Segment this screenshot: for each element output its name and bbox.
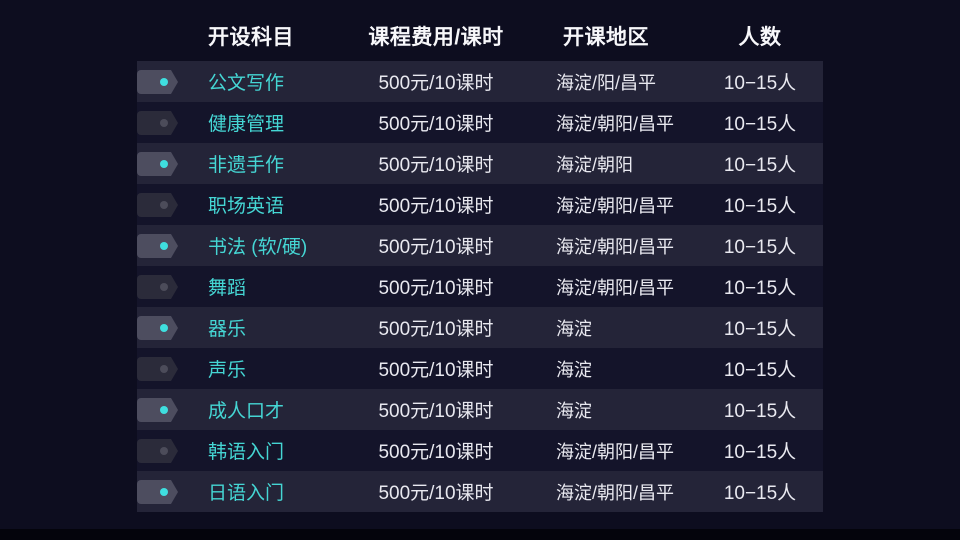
region-cell: 海淀/阳/昌平 [556, 72, 657, 93]
table-row: 舞蹈 500元/10课时 海淀/朝阳/昌平 10−15人 [137, 266, 823, 307]
toggle-cell [137, 479, 201, 504]
toggle-cell [137, 315, 201, 340]
row-toggle[interactable] [137, 479, 178, 504]
fee-cell: 500元/10课时 [378, 401, 494, 422]
row-toggle[interactable] [137, 110, 178, 135]
region-cell: 海淀/朝阳/昌平 [556, 236, 675, 257]
fee-cell: 500元/10课时 [378, 73, 494, 94]
header-count: 人数 [738, 26, 782, 49]
subject-cell[interactable]: 韩语入门 [208, 442, 285, 463]
row-toggle[interactable] [137, 274, 178, 299]
count-cell: 10−15人 [723, 114, 797, 135]
toggle-cell [137, 192, 201, 217]
toggle-cell [137, 274, 201, 299]
toggle-dot-icon [160, 159, 168, 168]
count-cell: 10−15人 [723, 155, 797, 176]
fee-cell: 500元/10课时 [378, 278, 494, 299]
toggle-dot-icon [160, 118, 168, 127]
count-cell: 10−15人 [723, 278, 797, 299]
table-row: 器乐 500元/10课时 海淀 10−15人 [137, 307, 823, 348]
toggle-dot-icon [160, 323, 168, 332]
subject-cell[interactable]: 成人口才 [208, 401, 285, 422]
toggle-cell [137, 233, 201, 258]
region-cell: 海淀/朝阳/昌平 [556, 113, 675, 134]
region-cell: 海淀 [556, 400, 592, 421]
row-toggle[interactable] [137, 69, 178, 94]
fee-cell: 500元/10课时 [378, 360, 494, 381]
fee-cell: 500元/10课时 [378, 237, 494, 258]
count-cell: 10−15人 [723, 196, 797, 217]
count-cell: 10−15人 [723, 237, 797, 258]
table-row: 韩语入门 500元/10课时 海淀/朝阳/昌平 10−15人 [137, 430, 823, 471]
toggle-dot-icon [160, 487, 168, 496]
table-header-row: 开设科目 课程费用/课时 开课地区 人数 [137, 11, 823, 61]
count-cell: 10−15人 [723, 319, 797, 340]
toggle-cell [137, 110, 201, 135]
region-cell: 海淀/朝阳/昌平 [556, 277, 675, 298]
row-toggle[interactable] [137, 233, 178, 258]
fee-cell: 500元/10课时 [378, 319, 494, 340]
toggle-dot-icon [160, 200, 168, 209]
table-row: 健康管理 500元/10课时 海淀/朝阳/昌平 10−15人 [137, 102, 823, 143]
subject-cell[interactable]: 书法 (软/硬) [208, 237, 308, 258]
row-toggle[interactable] [137, 356, 178, 381]
toggle-cell [137, 356, 201, 381]
toggle-dot-icon [160, 241, 168, 250]
table-row: 成人口才 500元/10课时 海淀 10−15人 [137, 389, 823, 430]
row-toggle[interactable] [137, 151, 178, 176]
table-row: 公文写作 500元/10课时 海淀/阳/昌平 10−15人 [137, 61, 823, 102]
row-toggle[interactable] [137, 438, 178, 463]
table-row: 非遗手作 500元/10课时 海淀/朝阳 10−15人 [137, 143, 823, 184]
header-subject: 开设科目 [208, 26, 294, 49]
row-toggle[interactable] [137, 315, 178, 340]
table-row: 职场英语 500元/10课时 海淀/朝阳/昌平 10−15人 [137, 184, 823, 225]
toggle-dot-icon [160, 282, 168, 291]
subject-cell[interactable]: 非遗手作 [208, 155, 285, 176]
toggle-dot-icon [160, 77, 168, 86]
count-cell: 10−15人 [723, 442, 797, 463]
count-cell: 10−15人 [723, 73, 797, 94]
subject-cell[interactable]: 器乐 [208, 319, 247, 340]
row-toggle[interactable] [137, 192, 178, 217]
table-row: 书法 (软/硬) 500元/10课时 海淀/朝阳/昌平 10−15人 [137, 225, 823, 266]
fee-cell: 500元/10课时 [378, 483, 494, 504]
toggle-dot-icon [160, 405, 168, 414]
header-region: 开课地区 [563, 26, 649, 49]
course-table: 开设科目 课程费用/课时 开课地区 人数 公文写作 500元/10课时 海淀/阳… [137, 11, 823, 512]
count-cell: 10−15人 [723, 360, 797, 381]
fee-cell: 500元/10课时 [378, 114, 494, 135]
subject-cell[interactable]: 日语入门 [208, 483, 285, 504]
count-cell: 10−15人 [723, 483, 797, 504]
toggle-dot-icon [160, 446, 168, 455]
subject-cell[interactable]: 舞蹈 [208, 278, 247, 299]
region-cell: 海淀/朝阳/昌平 [556, 441, 675, 462]
table-row: 日语入门 500元/10课时 海淀/朝阳/昌平 10−15人 [137, 471, 823, 512]
subject-cell[interactable]: 健康管理 [208, 114, 285, 135]
subject-cell[interactable]: 公文写作 [208, 73, 285, 94]
region-cell: 海淀/朝阳/昌平 [556, 482, 675, 503]
fee-cell: 500元/10课时 [378, 442, 494, 463]
fee-cell: 500元/10课时 [378, 155, 494, 176]
subject-cell[interactable]: 职场英语 [208, 196, 285, 217]
count-cell: 10−15人 [723, 401, 797, 422]
region-cell: 海淀 [556, 318, 592, 339]
toggle-cell [137, 69, 201, 94]
header-fee: 课程费用/课时 [368, 26, 504, 49]
fee-cell: 500元/10课时 [378, 196, 494, 217]
toggle-cell [137, 151, 201, 176]
region-cell: 海淀/朝阳/昌平 [556, 195, 675, 216]
table-row: 声乐 500元/10课时 海淀 10−15人 [137, 348, 823, 389]
toggle-cell [137, 397, 201, 422]
table-rows: 公文写作 500元/10课时 海淀/阳/昌平 10−15人 健康管理 500元/… [137, 61, 823, 512]
row-toggle[interactable] [137, 397, 178, 422]
region-cell: 海淀/朝阳 [556, 154, 634, 175]
region-cell: 海淀 [556, 359, 592, 380]
bottom-bar [0, 529, 960, 540]
toggle-cell [137, 438, 201, 463]
subject-cell[interactable]: 声乐 [208, 360, 247, 381]
toggle-dot-icon [160, 364, 168, 373]
